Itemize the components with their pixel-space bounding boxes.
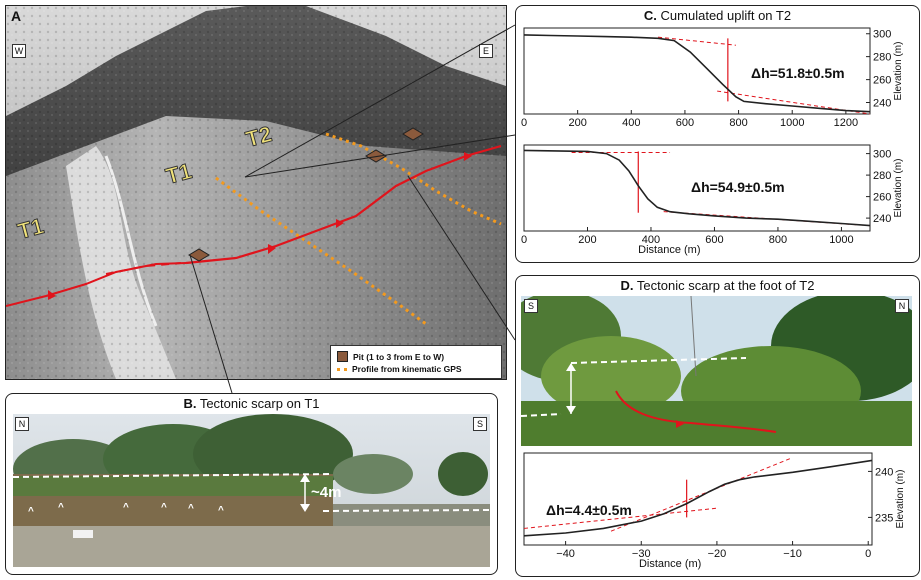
x-tick-label: 0 — [521, 234, 527, 246]
svg-text:^: ^ — [218, 505, 224, 516]
svg-text:^: ^ — [123, 502, 129, 513]
scarp-photo-t1: ^ ^ ^ ^ ^ ^ — [13, 414, 490, 567]
corner-north-b: N — [15, 417, 29, 431]
y-axis-label: Elevation (m) — [893, 159, 904, 218]
panel-d-letter: D. — [620, 278, 634, 293]
y-tick-label: 235 — [875, 512, 893, 524]
profile-curve — [523, 149, 871, 227]
map-legend: Pit (1 to 3 from E to W) Profile from ki… — [330, 345, 502, 379]
height-label-b: ~4m — [311, 484, 342, 501]
plot-frame — [523, 452, 873, 546]
fit-line — [658, 36, 736, 46]
y-tick-label: 240 — [875, 466, 893, 478]
plot-frame — [523, 27, 871, 115]
y-tick-label: 240 — [873, 98, 891, 110]
delta-h-label: Δh=4.4±0.5m — [546, 502, 632, 518]
legend-pit-label: Pit (1 to 3 from E to W) — [353, 351, 445, 362]
panel-d-title: Tectonic scarp at the foot of T2 — [636, 278, 815, 293]
x-tick-label: 400 — [642, 234, 660, 246]
profile-curve — [523, 459, 873, 537]
corner-south-b: S — [473, 417, 487, 431]
svg-text:^: ^ — [161, 502, 167, 513]
panel-a: A W E T1 T1 T2 Pit (1 to 3 from E to W) … — [5, 5, 507, 380]
x-tick-label: −40 — [556, 548, 575, 560]
y-axis-label: Elevation (m) — [895, 470, 906, 529]
panel-d-plot-svg: −40 −30 −20 −10 0 240 235 Elevation (m) Distance… — [523, 452, 906, 570]
x-tick-label: 1200 — [834, 117, 858, 129]
x-tick-label: 800 — [729, 117, 747, 129]
panel-b-title: Tectonic scarp on T1 — [199, 396, 320, 411]
x-tick-label: 0 — [865, 548, 871, 560]
y-tick-label: 260 — [873, 192, 891, 204]
panel-b-letter: B. — [183, 396, 197, 411]
x-tick-label: 1000 — [829, 234, 853, 246]
corner-west: W — [12, 44, 26, 58]
panel-a-letter: A — [11, 8, 22, 24]
x-tick-label: 200 — [568, 117, 586, 129]
y-tick-label: 260 — [873, 75, 891, 87]
profile-curve — [523, 34, 871, 113]
x-tick-label: 800 — [769, 234, 787, 246]
x-tick-label: 1000 — [780, 117, 804, 129]
panel-b: B. Tectonic scarp on T1 ^ ^ ^ ^ ^ ^ ~4m N S — [5, 393, 498, 575]
x-tick-label: 600 — [676, 117, 694, 129]
svg-text:^: ^ — [188, 503, 194, 514]
panel-c-plots: 0 200 400 600 800 1000 1200300280260240Elevati… — [521, 27, 904, 256]
x-tick-label: −10 — [783, 548, 802, 560]
fit-line — [523, 507, 717, 529]
svg-text:^: ^ — [58, 502, 64, 513]
delta-h-label: Δh=51.8±0.5m — [751, 65, 845, 81]
y-tick-label: 280 — [873, 170, 891, 182]
y-tick-label: 300 — [873, 29, 891, 41]
plot-frame — [523, 144, 871, 232]
legend-profile-label: Profile from kinematic GPS — [352, 364, 462, 374]
panel-c-title: Cumulated uplift on T2 — [660, 8, 792, 23]
delta-h-label: Δh=54.9±0.5m — [691, 179, 785, 195]
scarp-photo-t2 — [521, 296, 912, 446]
x-tick-label: 400 — [622, 117, 640, 129]
x-axis-label: Distance (m) — [639, 558, 701, 570]
y-axis-label: Elevation (m) — [893, 42, 904, 101]
x-tick-label: 0 — [521, 117, 527, 129]
panel-c-letter: C. — [643, 8, 657, 23]
y-tick-label: 300 — [873, 149, 891, 161]
plot-c1: 0 200 400 600 800 1000 1200 300 280 260 240Elevati… — [521, 27, 904, 129]
x-axis-label: Distance (m) — [638, 244, 700, 256]
corner-east: E — [479, 44, 493, 58]
svg-text:^: ^ — [28, 506, 34, 517]
corner-north-d: N — [895, 299, 909, 313]
plot-d: −40 −30 −20 −10 0 240 235 Elevation (m) Distance… — [523, 452, 906, 570]
fit-line — [610, 457, 793, 532]
terrain-image — [6, 6, 506, 379]
profile-legend-icon — [337, 367, 347, 371]
y-tick-label: 240 — [873, 213, 891, 225]
x-tick-label: 600 — [705, 234, 723, 246]
panel-d: D. Tectonic scarp at the foot of T2 S N … — [515, 275, 920, 577]
x-tick-label: 200 — [578, 234, 596, 246]
x-tick-label: −20 — [708, 548, 727, 560]
panel-c: C. Cumulated uplift on T2 0 200 400 600 800 1… — [515, 5, 920, 263]
corner-south-d: S — [524, 299, 538, 313]
x-tick-label: −30 — [632, 548, 651, 560]
pit-legend-icon — [337, 351, 348, 362]
y-tick-label: 280 — [873, 52, 891, 64]
